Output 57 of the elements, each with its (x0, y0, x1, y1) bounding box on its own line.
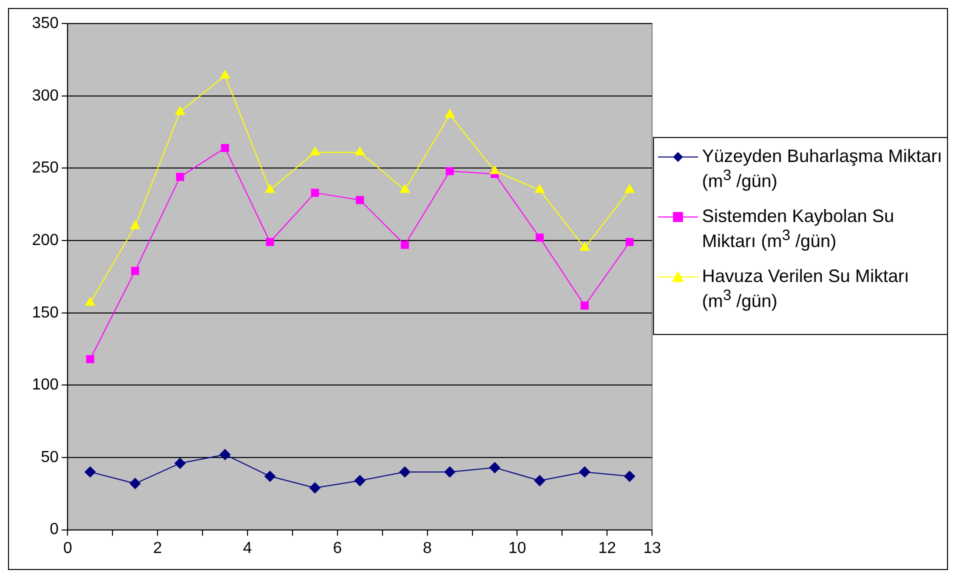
x-tick-label: 8 (422, 540, 432, 557)
point (221, 144, 230, 152)
x-tick-label: 0 (63, 540, 72, 557)
point (176, 172, 184, 181)
point (84, 466, 96, 478)
point (626, 238, 634, 246)
point (444, 466, 456, 478)
point (579, 466, 590, 478)
y-tick-label: 50 (40, 448, 59, 466)
point (489, 462, 500, 474)
point (266, 238, 274, 246)
point (624, 470, 636, 482)
point (400, 240, 409, 249)
point (310, 146, 320, 156)
point (174, 458, 186, 469)
point (580, 242, 590, 251)
x-tick-label: 13 (643, 540, 662, 557)
point (130, 478, 141, 490)
y-tick-label: 300 (32, 87, 59, 104)
point (175, 106, 185, 115)
legend-label: Sistemden Kaybolan Su Miktarı (m$^{3}$ /gün) (702, 206, 896, 252)
point (354, 475, 366, 486)
point (490, 166, 500, 174)
point (220, 449, 231, 460)
legend-label: Yüzeyden Buharlaşma Miktarı (m$^{3}$ /gün) (702, 146, 943, 192)
x-tick-label: 2 (153, 540, 162, 557)
point (355, 146, 365, 156)
point (264, 470, 276, 482)
point (534, 475, 546, 486)
point (536, 234, 544, 242)
y-tick-label: 0 (50, 521, 59, 538)
y-tick-label: 150 (32, 304, 59, 322)
x-tick-label: 12 (598, 540, 616, 557)
point (444, 109, 455, 118)
y-tick-label: 200 (32, 232, 59, 249)
point (310, 188, 319, 197)
x-tick-label: 10 (508, 540, 526, 557)
y-tick-label: 100 (32, 376, 59, 394)
point (131, 266, 140, 275)
x-tick-label: 4 (243, 540, 252, 557)
y-tick-label: 350 (32, 15, 59, 32)
point (580, 302, 589, 310)
point (356, 196, 364, 204)
point (86, 355, 94, 364)
point (624, 184, 634, 193)
point (534, 184, 545, 193)
legend-label: Havuza Verilen Su Miktarı (m$^{3}$ /gün) (702, 266, 910, 312)
x-tick-label: 6 (332, 540, 342, 557)
point (446, 167, 454, 176)
point (265, 184, 275, 193)
point (309, 482, 320, 494)
point (400, 184, 410, 193)
y-tick-label: 250 (32, 160, 59, 177)
point (130, 220, 140, 230)
point (85, 297, 96, 306)
point (399, 466, 410, 478)
point (220, 70, 230, 79)
